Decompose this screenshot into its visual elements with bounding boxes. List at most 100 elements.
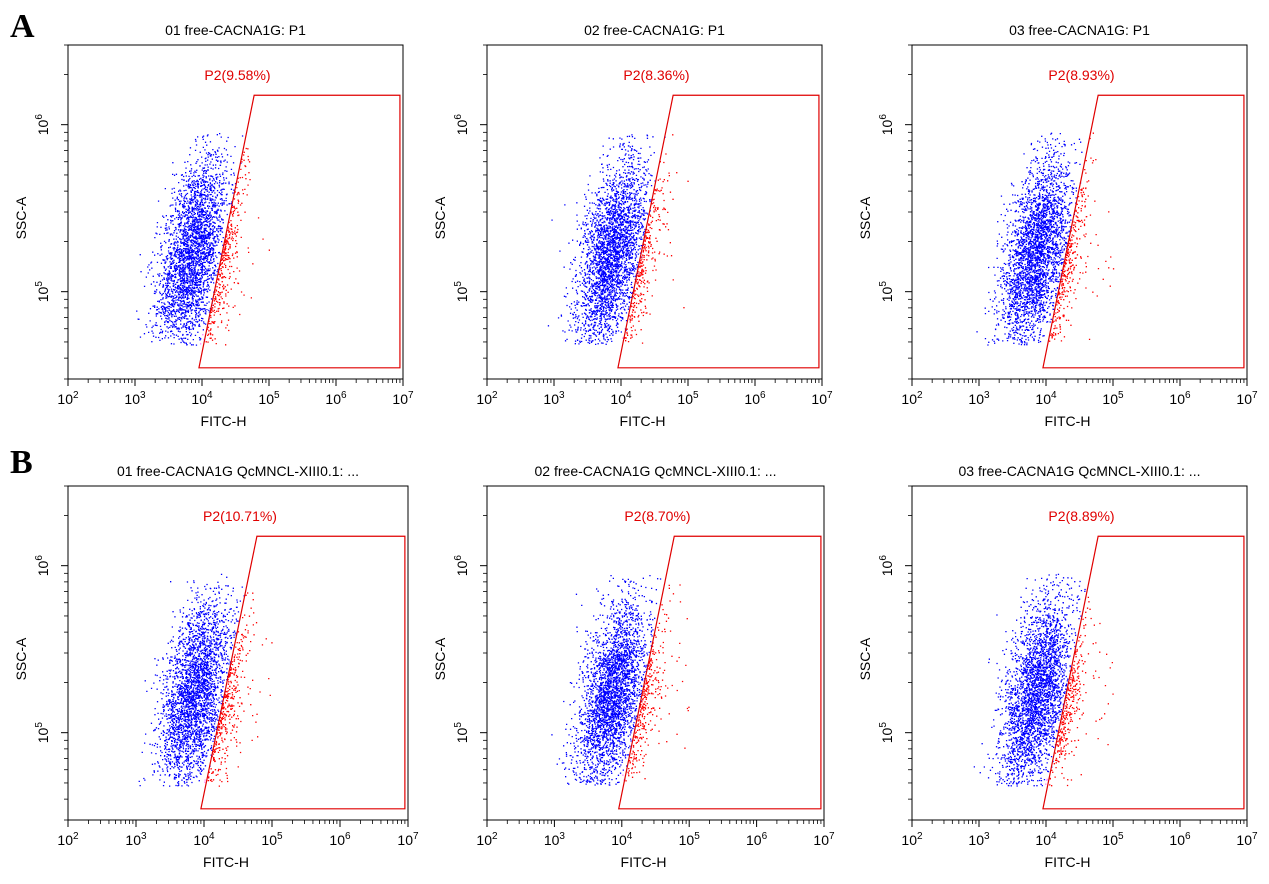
x-tick-label: 102: [901, 831, 923, 848]
scatter-points: [973, 573, 1114, 787]
scatter-points: [976, 132, 1115, 346]
panel-label-b: B: [10, 444, 33, 481]
scatter-plot-6: 03 free-CACNA1G QcMNCL-XIII0.1: ... 102 10…: [857, 463, 1258, 870]
gate-label: P2(9.58%): [204, 67, 270, 83]
positive-population-points: [1049, 132, 1115, 342]
x-tick-label: 104: [611, 831, 633, 848]
scatter-points: [547, 134, 689, 346]
y-tick-label: 105: [878, 281, 895, 303]
x-tick-label: 105: [679, 831, 701, 848]
x-tick-label: 105: [1102, 831, 1124, 848]
x-tick-label: 103: [968, 390, 990, 407]
positive-population-points: [1049, 596, 1114, 787]
x-tick-label: 106: [746, 831, 768, 848]
x-tick-label: 106: [329, 831, 351, 848]
gate-label: P2(8.36%): [623, 67, 689, 83]
positive-population-points: [207, 592, 273, 787]
plot-title: 01 free-CACNA1G QcMNCL-XIII0.1: ...: [117, 463, 359, 479]
x-axis-label: FITC-H: [203, 854, 249, 870]
x-tick-label: 104: [193, 831, 215, 848]
y-tick-label: 105: [34, 281, 51, 303]
y-axis-label: SSC-A: [13, 196, 29, 239]
gate-p2: [198, 94, 401, 369]
x-axis-label: FITC-H: [1045, 413, 1091, 429]
gate-label: P2(8.89%): [1048, 508, 1114, 524]
negative-population-points: [138, 573, 245, 787]
gate-p2: [1042, 535, 1245, 810]
x-tick-label: 104: [1035, 390, 1057, 407]
negative-population-points: [547, 134, 666, 346]
scatter-plot-3: 03 free-CACNA1G: P1 102 103 104 105 106 107 105…: [857, 22, 1258, 429]
y-axis-label: SSC-A: [857, 637, 873, 680]
y-tick-label: 106: [34, 114, 51, 136]
plot-title: 02 free-CACNA1G QcMNCL-XIII0.1: ...: [535, 463, 777, 479]
scatter-plot-2: 02 free-CACNA1G: P1 102 103 104 105 106 107 105…: [432, 22, 833, 429]
positive-population-points: [624, 134, 689, 344]
negative-population-points: [136, 132, 244, 346]
y-axis-label: SSC-A: [13, 637, 29, 680]
scatter-plot-5: 02 free-CACNA1G QcMNCL-XIII0.1: ... 102 10…: [432, 463, 835, 870]
plot-title: 01 free-CACNA1G: P1: [165, 22, 306, 38]
negative-population-points: [551, 574, 662, 786]
positive-population-points: [205, 147, 270, 346]
x-tick-label: 102: [57, 390, 79, 407]
x-tick-label: 107: [811, 390, 833, 407]
plot-title: 03 free-CACNA1G: P1: [1009, 22, 1150, 38]
x-axis-label: FITC-H: [1045, 854, 1091, 870]
x-tick-label: 106: [1169, 831, 1191, 848]
x-tick-label: 107: [1236, 390, 1258, 407]
plot-title: 03 free-CACNA1G QcMNCL-XIII0.1: ...: [959, 463, 1201, 479]
x-tick-label: 102: [57, 831, 79, 848]
x-tick-label: 106: [744, 390, 766, 407]
y-tick-label: 106: [453, 555, 470, 577]
x-axis-label: FITC-H: [621, 854, 667, 870]
x-tick-label: 103: [125, 831, 147, 848]
gate-label: P2(8.70%): [624, 508, 690, 524]
gate-label: P2(10.71%): [203, 508, 277, 524]
gate-p2: [617, 94, 820, 369]
gate-p2: [1042, 94, 1245, 369]
scatter-points: [138, 573, 273, 787]
negative-population-points: [976, 132, 1083, 346]
y-tick-label: 105: [453, 281, 470, 303]
x-tick-label: 102: [476, 831, 498, 848]
y-tick-label: 106: [453, 114, 470, 136]
x-tick-label: 107: [813, 831, 835, 848]
gate-p2: [200, 535, 406, 810]
x-tick-label: 105: [258, 390, 280, 407]
panel-label-a: A: [10, 8, 35, 45]
scatter-plot-4: 01 free-CACNA1G QcMNCL-XIII0.1: ... 102 10…: [13, 463, 419, 870]
y-axis-label: SSC-A: [432, 196, 448, 239]
scatter-plot-1: 01 free-CACNA1G: P1 102 103 104 105 106 107 105…: [13, 22, 414, 429]
x-tick-label: 104: [1035, 831, 1057, 848]
x-tick-label: 103: [968, 831, 990, 848]
x-tick-label: 105: [677, 390, 699, 407]
y-tick-label: 105: [453, 722, 470, 744]
y-tick-label: 106: [34, 555, 51, 577]
y-tick-label: 106: [878, 114, 895, 136]
x-axis-label: FITC-H: [201, 413, 247, 429]
y-tick-label: 105: [34, 722, 51, 744]
gate-p2: [617, 535, 822, 810]
positive-population-points: [625, 584, 690, 782]
x-tick-label: 107: [392, 390, 414, 407]
x-tick-label: 106: [325, 390, 347, 407]
scatter-points: [136, 132, 270, 346]
x-tick-label: 104: [191, 390, 213, 407]
x-tick-label: 105: [261, 831, 283, 848]
negative-population-points: [973, 573, 1086, 787]
x-tick-label: 103: [544, 831, 566, 848]
x-tick-label: 103: [124, 390, 146, 407]
y-axis-label: SSC-A: [857, 196, 873, 239]
x-tick-label: 107: [397, 831, 419, 848]
y-tick-label: 105: [878, 722, 895, 744]
x-tick-label: 107: [1236, 831, 1258, 848]
y-tick-label: 106: [878, 555, 895, 577]
x-tick-label: 102: [901, 390, 923, 407]
gate-label: P2(8.93%): [1048, 67, 1114, 83]
x-axis-label: FITC-H: [620, 413, 666, 429]
y-axis-label: SSC-A: [432, 637, 448, 680]
x-tick-label: 102: [476, 390, 498, 407]
